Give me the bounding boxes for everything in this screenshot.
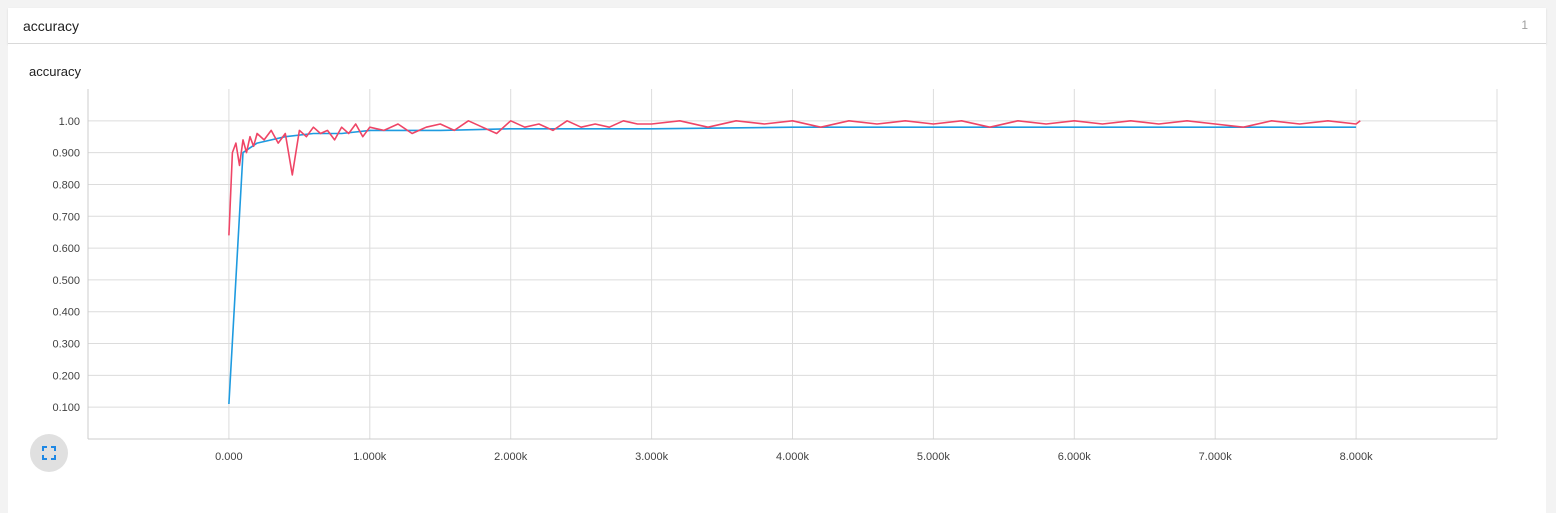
accuracy-chart[interactable]: 0.100 0.200 0.300 0.400 0.500 0.600 0.700 0.800… xyxy=(8,44,1546,513)
chart-card-title: accuracy xyxy=(29,64,82,79)
y-tick-label: 0.700 xyxy=(52,211,80,223)
series-lines xyxy=(228,120,1361,405)
x-tick-label: 8.000k xyxy=(1340,451,1374,463)
x-tick-label: 5.000k xyxy=(917,451,951,463)
x-tick-label: 1.000k xyxy=(353,451,387,463)
y-tick-label: 0.900 xyxy=(52,148,80,160)
group-title: accuracy xyxy=(23,18,80,34)
series-line-smoothed[interactable] xyxy=(228,126,1357,405)
tick-labels: 0.100 0.200 0.300 0.400 0.500 0.600 0.700 0.800… xyxy=(52,116,1373,463)
group-count-badge: 1 xyxy=(1521,18,1528,32)
y-tick-label: 1.00 xyxy=(59,116,80,128)
x-tick-label: 0.000 xyxy=(215,451,243,463)
x-tick-label: 6.000k xyxy=(1058,451,1092,463)
x-tick-label: 2.000k xyxy=(494,451,528,463)
chart-card: accuracy 0.100 0.200 0.300 0.400 0.500 0.600 0… xyxy=(8,44,1546,513)
y-tick-label: 0.600 xyxy=(52,243,80,255)
y-tick-label: 0.300 xyxy=(52,339,80,351)
series-line-raw[interactable] xyxy=(228,120,1361,236)
y-tick-label: 0.400 xyxy=(52,307,80,319)
y-tick-label: 0.500 xyxy=(52,275,80,287)
chart-group-header[interactable]: accuracy 1 xyxy=(8,8,1546,44)
y-tick-label: 0.800 xyxy=(52,179,80,191)
x-tick-label: 7.000k xyxy=(1199,451,1233,463)
x-tick-label: 4.000k xyxy=(776,451,810,463)
y-tick-label: 0.200 xyxy=(52,370,80,382)
grid-lines xyxy=(87,89,1498,439)
axes xyxy=(87,89,1497,440)
fullscreen-icon xyxy=(42,446,56,460)
x-tick-label: 3.000k xyxy=(635,451,669,463)
y-tick-label: 0.100 xyxy=(52,402,80,414)
expand-chart-button[interactable] xyxy=(30,434,68,472)
